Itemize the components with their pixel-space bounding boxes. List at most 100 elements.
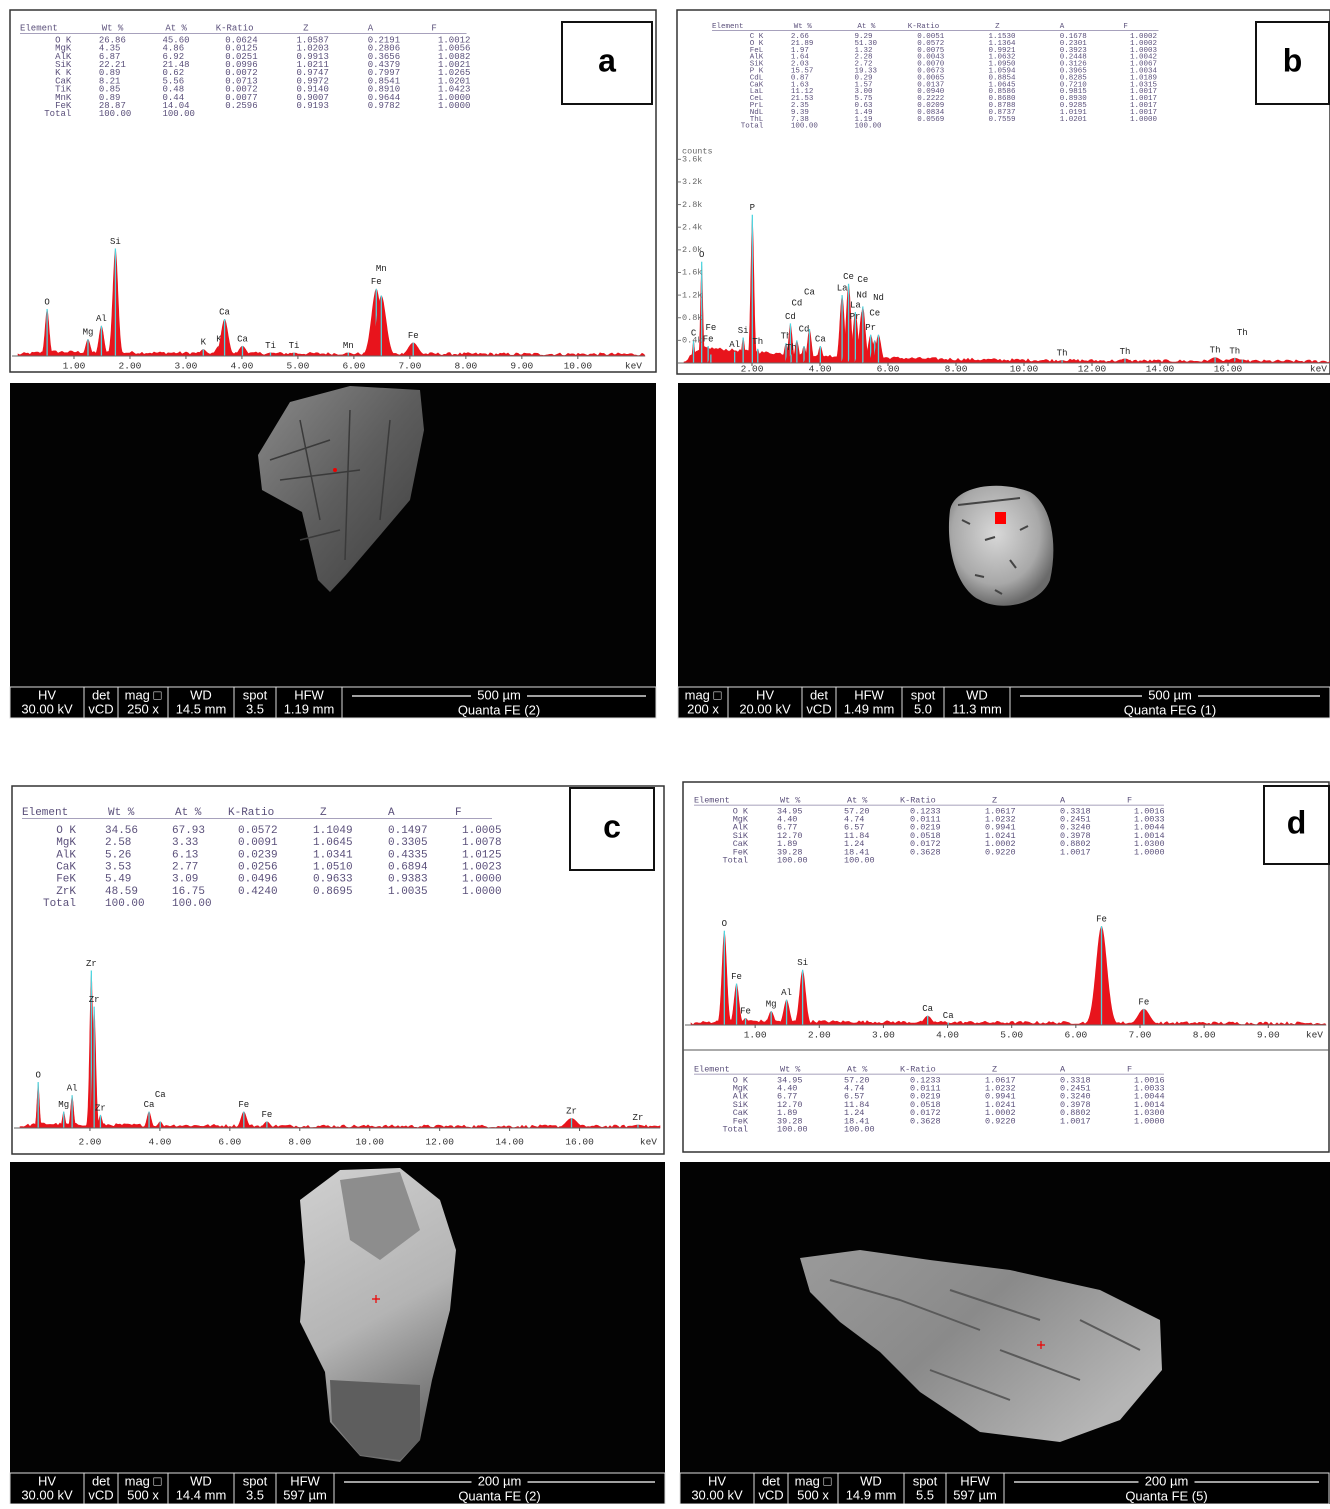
table-cell: 100.00 — [855, 123, 883, 131]
table-header: At % — [857, 23, 876, 31]
table-cell: 1.64 — [791, 54, 810, 62]
info-value: 30.00 kV — [691, 1487, 743, 1502]
info-header: mag □ — [125, 1473, 162, 1488]
spectrum-background — [19, 1122, 661, 1129]
peak-label: Th — [1210, 346, 1221, 356]
table-cell: 1.0000 — [462, 886, 502, 898]
table-header: Z — [303, 23, 309, 33]
peak-label: Zr — [89, 995, 100, 1005]
x-tick-label: 1.00 — [63, 361, 86, 372]
table-cell: 3.00 — [855, 88, 874, 96]
x-tick-label: 16.00 — [1214, 364, 1243, 375]
table-cell: 1.0014 — [1134, 1100, 1165, 1110]
table-cell: 0.0496 — [238, 874, 278, 886]
peak-label: Fe — [1138, 997, 1149, 1007]
info-header: HFW — [290, 1473, 320, 1488]
x-tick-label: 8.00 — [454, 361, 477, 372]
table-cell: 5.56 — [163, 76, 185, 86]
table-header: Element — [694, 1064, 730, 1074]
table-cell: 1.0005 — [462, 825, 502, 837]
scale-label: 500 µm — [477, 687, 521, 702]
table-row-label: PrL — [750, 102, 764, 110]
table-cell: 0.63 — [855, 102, 874, 110]
y-tick-label: 1.6k — [682, 268, 702, 278]
peak-label: Fe — [705, 323, 716, 333]
table-cell: 1.0002 — [985, 839, 1016, 849]
peak-label: Al — [729, 340, 740, 350]
table-row-label: CaK — [733, 839, 749, 849]
peak-label: Cd — [791, 299, 802, 309]
x-tick-label: 4.00 — [148, 1137, 171, 1148]
table-cell: 1.1049 — [313, 825, 353, 837]
table-row-label: K K — [55, 68, 72, 78]
table-cell: 1.0044 — [1134, 1092, 1165, 1102]
table-cell: 51.30 — [855, 40, 878, 48]
table-cell: 1.0000 — [1130, 116, 1158, 124]
panel-label: c — [603, 808, 621, 844]
table-cell: 21.53 — [791, 95, 814, 103]
x-tick-label: 6.00 — [218, 1137, 241, 1148]
table-cell: 3.33 — [172, 837, 198, 849]
table-cell: 34.56 — [105, 825, 138, 837]
peak-label: Fe — [262, 1110, 273, 1120]
table-header: Element — [694, 795, 730, 805]
info-value: 20.00 kV — [739, 701, 791, 716]
table-cell: 0.2191 — [368, 35, 400, 45]
table-cell: 1.0315 — [1130, 81, 1158, 89]
table-cell: 0.87 — [791, 74, 809, 82]
table-cell: 1.0017 — [1060, 1116, 1091, 1126]
x-tick-label: 10.00 — [1010, 364, 1039, 375]
table-cell: 0.0940 — [917, 88, 945, 96]
peak-label: Th — [781, 332, 792, 342]
info-value: 500 x — [127, 1487, 159, 1502]
table-cell: 18.41 — [844, 1116, 870, 1126]
info-header: WD — [190, 1473, 212, 1488]
table-cell: 1.0300 — [1134, 1108, 1165, 1118]
y-tick-label: 2.8k — [682, 200, 702, 210]
table-cell: 1.0632 — [988, 54, 1015, 62]
table-row-label: AlK — [56, 849, 76, 861]
table-cell: 19.33 — [855, 67, 878, 75]
table-cell: 1.0017 — [1060, 847, 1091, 857]
info-bar — [9, 1472, 666, 1505]
table-cell: 2.72 — [855, 61, 873, 69]
x-tick-label: 7.00 — [398, 361, 421, 372]
peak-label: Mn — [376, 264, 387, 274]
peak-label: Ca — [237, 334, 248, 344]
table-cell: 1.0594 — [988, 67, 1016, 75]
x-tick-label: 1.00 — [744, 1030, 767, 1041]
x-tick-label: 10.00 — [355, 1137, 384, 1148]
table-cell: 0.3923 — [1060, 47, 1088, 55]
table-cell: 9.39 — [791, 109, 809, 117]
table-cell: 1.0033 — [1134, 1083, 1165, 1093]
peak-label: Fe — [371, 277, 382, 287]
table-cell: 0.3126 — [1060, 61, 1088, 69]
table-header: K-Ratio — [908, 23, 940, 31]
info-header: HFW — [854, 687, 884, 702]
table-header: A — [1060, 795, 1066, 805]
table-cell: 0.0239 — [238, 849, 278, 861]
table-cell: 0.0251 — [225, 52, 257, 62]
table-row-label: SiK — [733, 1100, 749, 1110]
table-cell: 1.0000 — [1134, 847, 1165, 857]
x-tick-label: 2.00 — [119, 361, 142, 372]
table-cell: 0.2301 — [1060, 40, 1088, 48]
table-cell: 0.3656 — [368, 52, 400, 62]
info-value: vCD — [758, 1487, 783, 1502]
table-cell: 1.0125 — [462, 849, 502, 861]
info-header: mag □ — [795, 1473, 832, 1488]
peak-label: Fe — [740, 1006, 751, 1016]
x-tick-label: 7.00 — [1129, 1030, 1152, 1041]
table-cell: 16.75 — [172, 886, 205, 898]
table-cell: 100.00 — [844, 855, 875, 865]
table-cell: 1.0012 — [438, 35, 470, 45]
peak-label: Cd — [799, 324, 810, 334]
peak-label: Mg — [58, 1100, 69, 1110]
table-cell: 4.74 — [844, 1083, 864, 1093]
table-cell: 0.9633 — [313, 874, 353, 886]
table-cell: 1.0617 — [985, 1075, 1016, 1085]
table-cell: 0.0137 — [917, 81, 944, 89]
peak-label: C — [691, 329, 697, 339]
table-cell: 2.66 — [791, 33, 810, 41]
